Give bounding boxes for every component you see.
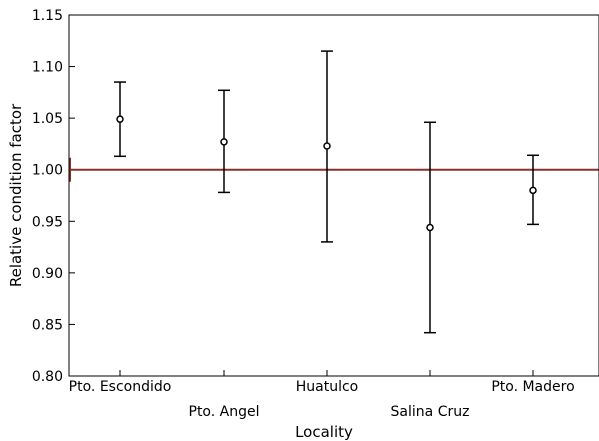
y-tick-label: 1.15 xyxy=(32,8,63,24)
x-category-label: Huatulco xyxy=(296,379,359,395)
mean-point xyxy=(529,186,537,195)
x-category-label: Pto. Angel xyxy=(189,404,260,420)
mean-point xyxy=(323,142,331,150)
y-tick-label: 1.10 xyxy=(32,60,63,76)
mean-point xyxy=(220,138,228,146)
x-category-label: Pto. Madero xyxy=(491,379,574,395)
mean-point xyxy=(426,223,434,232)
y-tick-label: 1.05 xyxy=(32,111,63,127)
x-axis-title: Locality xyxy=(295,423,353,441)
error-bars xyxy=(114,50,539,334)
y-tick-label: 0.95 xyxy=(32,214,63,230)
x-category-label: Salina Cruz xyxy=(391,404,470,420)
plot-frame xyxy=(68,14,599,377)
reference-line-group xyxy=(69,157,599,182)
mean-point xyxy=(116,115,124,123)
y-tick-label: 1.00 xyxy=(32,163,63,179)
y-axis-title: Relative condition factor xyxy=(7,103,25,287)
y-axis-ticks: 0.80 0.85 0.90 0.95 1.00 1.05 1.10 1.15 xyxy=(32,8,75,385)
x-category-label: Pto. Escondido xyxy=(69,379,172,395)
x-axis-ticks: Pto. Escondido Pto. Angel Huatulco Salina C… xyxy=(69,370,575,420)
y-tick-label: 0.85 xyxy=(32,317,63,333)
mean-points xyxy=(116,115,537,232)
y-tick-label: 0.90 xyxy=(32,266,63,282)
y-tick-label: 0.80 xyxy=(32,369,63,385)
